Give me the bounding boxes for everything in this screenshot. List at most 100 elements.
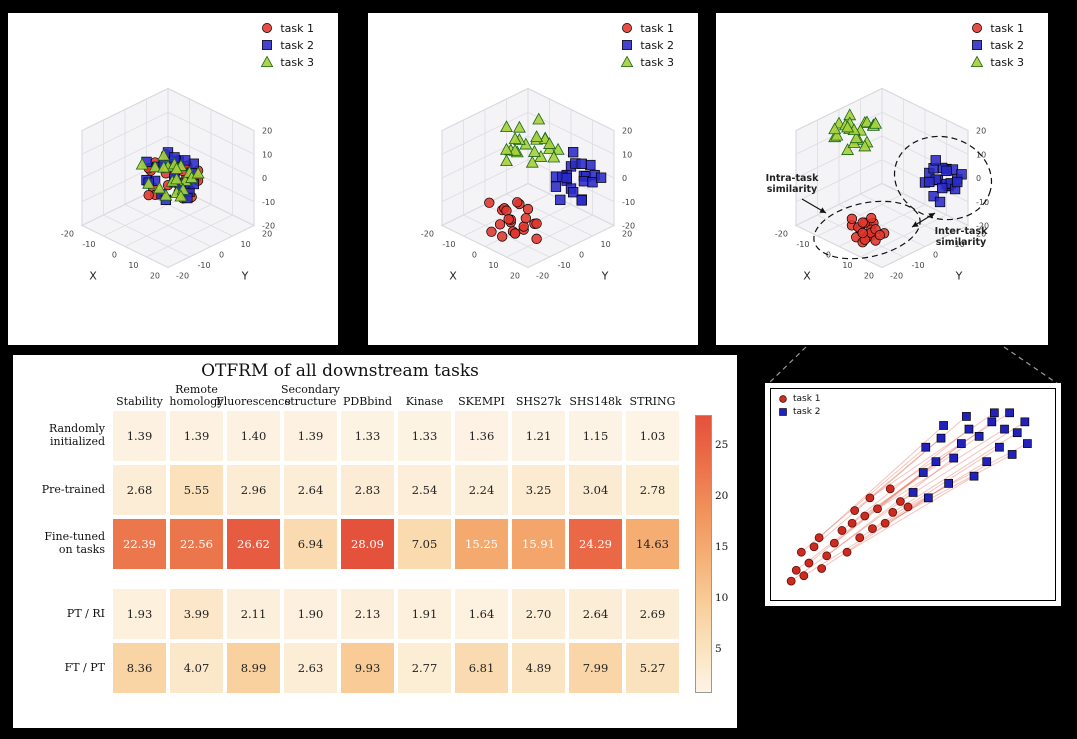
svg-text:Y: Y bbox=[241, 270, 249, 283]
svg-text:10: 10 bbox=[488, 261, 498, 270]
svg-text:0: 0 bbox=[472, 251, 477, 260]
circle-marker-icon bbox=[972, 23, 983, 33]
svg-text:-10: -10 bbox=[82, 240, 95, 249]
heatmap-cell: 2.24 bbox=[455, 465, 508, 515]
colorbar-tick-label: 15 bbox=[715, 541, 729, 554]
heatmap-col-header: SHS148k bbox=[569, 395, 622, 409]
svg-text:-10: -10 bbox=[796, 240, 809, 249]
legend-item: task 2 bbox=[970, 38, 1024, 52]
heatmap-cell: 3.04 bbox=[569, 465, 622, 515]
square-marker-icon bbox=[972, 40, 983, 50]
svg-text:0: 0 bbox=[826, 251, 831, 260]
heatmap-cell: 2.64 bbox=[284, 465, 337, 515]
svg-text:10: 10 bbox=[128, 261, 138, 270]
svg-text:10: 10 bbox=[622, 150, 632, 159]
heatmap-cell: 1.39 bbox=[284, 411, 337, 461]
svg-text:0: 0 bbox=[976, 174, 981, 183]
svg-text:-20: -20 bbox=[622, 222, 635, 231]
svg-text:20: 20 bbox=[262, 127, 272, 136]
series-task-3 bbox=[828, 108, 883, 155]
heatmap-cell: 15.25 bbox=[455, 519, 508, 569]
svg-text:-10: -10 bbox=[262, 198, 275, 207]
scatter3d-panel-random-init: -20 -20 -20 -10 -10 -10 0 0 0 10 10 10 20 20 20 X Y task… bbox=[8, 13, 338, 345]
heatmap-cell: 1.03 bbox=[626, 411, 679, 461]
legend: task 1 task 2 task 3 bbox=[620, 21, 674, 69]
heatmap-cell: 22.56 bbox=[170, 519, 223, 569]
legend-item: task 3 bbox=[970, 55, 1024, 69]
svg-text:0: 0 bbox=[219, 251, 224, 260]
heatmap-cell: 2.77 bbox=[398, 643, 451, 693]
heatmap-title: OTFRM of all downstream tasks bbox=[201, 361, 479, 381]
pairplot-panel: task 1 task 2 bbox=[765, 383, 1061, 606]
heatmap-cell: 1.40 bbox=[227, 411, 280, 461]
svg-text:10: 10 bbox=[262, 150, 272, 159]
heatmap-cell: 2.96 bbox=[227, 465, 280, 515]
svg-text:0: 0 bbox=[262, 174, 267, 183]
heatmap-cell: 2.11 bbox=[227, 589, 280, 639]
colorbar-tick-label: 5 bbox=[715, 643, 722, 656]
legend-label: task 3 bbox=[990, 55, 1024, 69]
heatmap-cell: 1.64 bbox=[455, 589, 508, 639]
colorbar-tick-label: 10 bbox=[715, 592, 729, 605]
heatmap-cell: 2.13 bbox=[341, 589, 394, 639]
pairplot-canvas bbox=[786, 408, 1032, 586]
heatmap-cell: 2.63 bbox=[284, 643, 337, 693]
colorbar-tick-label: 25 bbox=[715, 439, 729, 452]
heatmap-cell: 2.83 bbox=[341, 465, 394, 515]
legend-label: task 1 bbox=[280, 21, 314, 35]
series-task-3 bbox=[135, 148, 205, 202]
svg-text:-20: -20 bbox=[262, 222, 275, 231]
legend-label: task 3 bbox=[280, 55, 314, 69]
svg-text:20: 20 bbox=[976, 230, 986, 239]
heatmap-cell: 26.62 bbox=[227, 519, 280, 569]
heatmap-cell: 7.05 bbox=[398, 519, 451, 569]
heatmap-col-header: Fluorescence bbox=[216, 395, 291, 409]
heatmap-cell: 5.55 bbox=[170, 465, 223, 515]
heatmap-row-label: Randomly initialized bbox=[48, 422, 105, 448]
heatmap-cell: 4.89 bbox=[512, 643, 565, 693]
heatmap-cell: 3.25 bbox=[512, 465, 565, 515]
svg-text:10: 10 bbox=[241, 240, 251, 249]
heatmap-cell: 1.39 bbox=[170, 411, 223, 461]
svg-text:Inter-task: Inter-task bbox=[935, 226, 989, 237]
heatmap-cell: 14.63 bbox=[626, 519, 679, 569]
heatmap-cell: 1.90 bbox=[284, 589, 337, 639]
heatmap-cell: 28.09 bbox=[341, 519, 394, 569]
heatmap-cell: 5.27 bbox=[626, 643, 679, 693]
square-marker-icon bbox=[622, 40, 633, 50]
heatmap-col-header: STRING bbox=[629, 395, 676, 409]
scatter3d-plot-random-init: -20 -20 -20 -10 -10 -10 0 0 0 10 10 10 20 20 20 X Y bbox=[61, 87, 275, 283]
heatmap-cell: 1.15 bbox=[569, 411, 622, 461]
svg-text:similarity: similarity bbox=[767, 184, 818, 195]
svg-text:-20: -20 bbox=[536, 272, 549, 281]
legend-label: task 2 bbox=[990, 38, 1024, 52]
triangle-marker-icon bbox=[971, 55, 984, 68]
svg-text:similarity: similarity bbox=[936, 237, 987, 248]
heatmap-cell: 6.81 bbox=[455, 643, 508, 693]
heatmap-cell: 1.21 bbox=[512, 411, 565, 461]
legend-item: task 2 bbox=[260, 38, 314, 52]
legend-item: task 3 bbox=[260, 55, 314, 69]
svg-text:-10: -10 bbox=[558, 261, 571, 270]
svg-text:-10: -10 bbox=[976, 198, 989, 207]
heatmap-cell: 1.93 bbox=[113, 589, 166, 639]
legend-item: task 1 bbox=[620, 21, 674, 35]
heatmap-row-label: FT / PT bbox=[64, 660, 105, 674]
heatmap-cell: 3.99 bbox=[170, 589, 223, 639]
legend-label: task 1 bbox=[793, 394, 821, 404]
heatmap-col-header: PDBbind bbox=[343, 395, 392, 409]
svg-text:X: X bbox=[803, 270, 811, 283]
svg-text:-20: -20 bbox=[890, 272, 903, 281]
svg-text:-20: -20 bbox=[61, 230, 74, 239]
heatmap-cell: 8.99 bbox=[227, 643, 280, 693]
square-marker-icon bbox=[262, 40, 273, 50]
svg-text:-10: -10 bbox=[912, 261, 925, 270]
legend-item: task 2 bbox=[778, 407, 821, 417]
scatter3d-plot-pre-trained: -20 -20 -20 -10 -10 -10 0 0 0 10 10 10 20 20 20 X Y bbox=[421, 87, 635, 283]
svg-text:0: 0 bbox=[112, 251, 117, 260]
square-marker-icon bbox=[779, 408, 787, 416]
scatter3d-panel-pre-trained: -20 -20 -20 -10 -10 -10 0 0 0 10 10 10 20 20 20 X Y task… bbox=[368, 13, 698, 345]
heatmap-col-header: Stability bbox=[116, 395, 163, 409]
svg-text:10: 10 bbox=[842, 261, 852, 270]
svg-text:20: 20 bbox=[864, 272, 874, 281]
